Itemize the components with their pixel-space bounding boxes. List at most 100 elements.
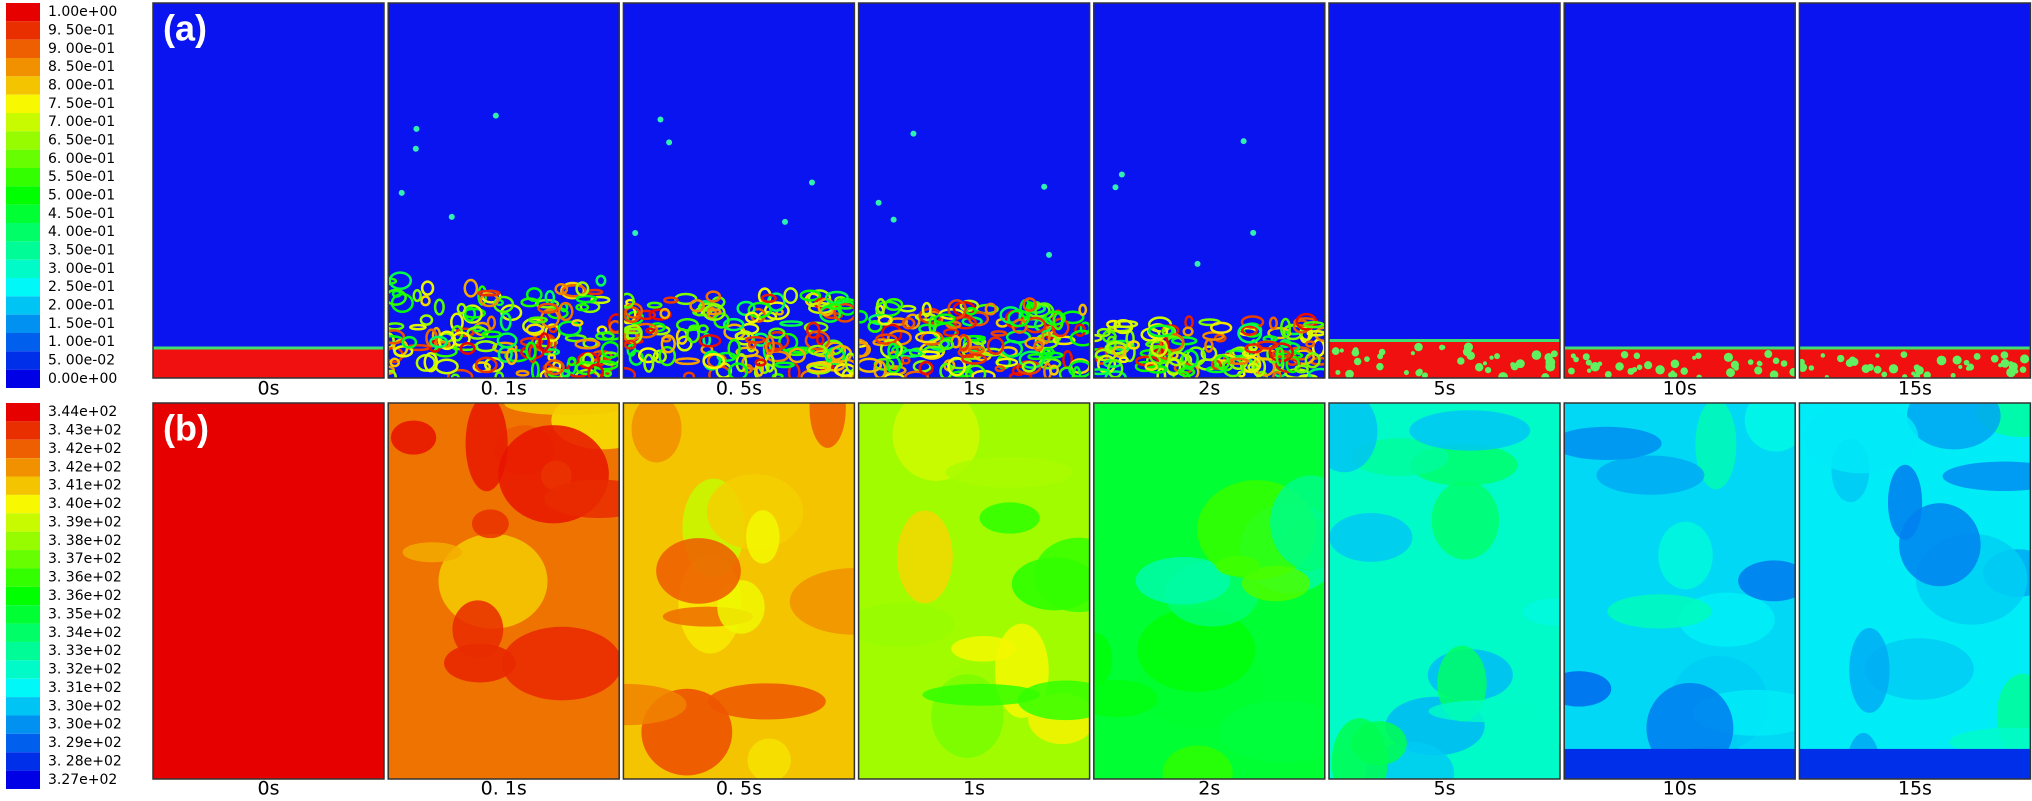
bubble [1482,361,1488,366]
bubble [1726,368,1735,378]
background [388,3,620,378]
blob [697,324,709,334]
blob [763,301,790,321]
blob [1033,340,1044,352]
bubble [1952,355,1962,365]
colorbar-label: 3. 41e+02 [48,478,122,494]
blob [636,309,657,321]
eddy [746,510,780,564]
colorbar-label: 9. 50e-01 [48,23,115,39]
colorbar-swatch [6,21,40,40]
bubble [1692,355,1697,360]
blob [1052,335,1076,346]
colorbar-label: 2. 50e-01 [48,279,115,295]
blob [486,315,497,330]
bubble [1764,350,1773,358]
eddy [1744,403,1796,452]
time-label: 10s [1663,378,1697,400]
blob [590,295,611,305]
blob [1182,326,1194,337]
blob [806,321,821,339]
blob [525,341,537,361]
colorbar-swatch [6,58,40,77]
time-label: 2s [1198,378,1220,400]
blob [768,327,786,339]
blob [914,331,941,344]
time-label: 5s [1434,378,1456,400]
droplet [413,125,420,132]
droplet [910,130,917,137]
contour-fill [623,403,855,779]
eddy [1942,461,2031,492]
blob [1214,354,1231,370]
bubble [1573,356,1579,363]
eddy [951,636,1017,662]
blob [1027,353,1045,361]
contour-fill [1093,403,1325,779]
blob [477,289,501,297]
blob [623,327,643,335]
blob [463,306,477,322]
droplet [666,139,673,146]
blob [754,358,767,367]
blob [574,338,601,350]
colorbar-label: 3. 32e+02 [48,662,122,678]
blob [463,278,479,298]
eddy [1695,403,1737,490]
eddy [858,602,955,647]
droplet [1046,251,1053,258]
blob [496,332,518,349]
blob [1051,317,1070,338]
blob [961,353,988,365]
cold-layer [1564,748,1796,779]
colorbar-swatch [6,223,40,242]
colorbar-label: 3. 42e+02 [48,441,122,457]
eddy [1658,521,1713,590]
colorbar-label: 3. 37e+02 [48,551,122,567]
blob [1078,303,1088,316]
colorbar-swatch [6,660,40,679]
bubble [2013,369,2019,374]
bubble [1888,364,1899,374]
contour-fill [388,3,620,378]
blob [1275,346,1285,367]
time-label: 10s [1663,778,1697,800]
blob [686,325,700,344]
blob [1247,362,1260,372]
colorbar-swatch [6,168,40,187]
colorbar-label: 3. 28e+02 [48,753,122,769]
blob [1303,320,1325,329]
panel-border [1798,402,2032,780]
blob [659,307,671,320]
blob [1042,347,1055,357]
panel-border [387,402,620,780]
blob [995,357,1019,368]
bubble [1873,365,1882,374]
bubble [1643,361,1653,370]
blob [1167,351,1188,367]
contour-panel [1798,2,2032,379]
eddy [501,626,620,701]
bubble [1335,369,1341,375]
eddy [1093,679,1158,718]
liquid [153,348,384,378]
droplet [632,230,639,237]
blob [538,332,550,352]
droplet [492,112,499,119]
panel-border [857,402,1091,780]
blob [1007,309,1030,328]
colorbar-swatch [6,568,40,587]
panel-border [622,402,856,780]
eddy [1949,727,2031,756]
blob [474,356,498,374]
cold-layer [1799,748,2031,779]
blob [505,347,518,366]
blob [459,341,476,355]
blob [646,301,663,309]
blob [947,356,967,377]
eddy [1849,627,1890,713]
colorbar-swatch [6,550,40,569]
bubble [1484,366,1492,374]
eddy [402,542,462,563]
background [1329,3,1560,378]
